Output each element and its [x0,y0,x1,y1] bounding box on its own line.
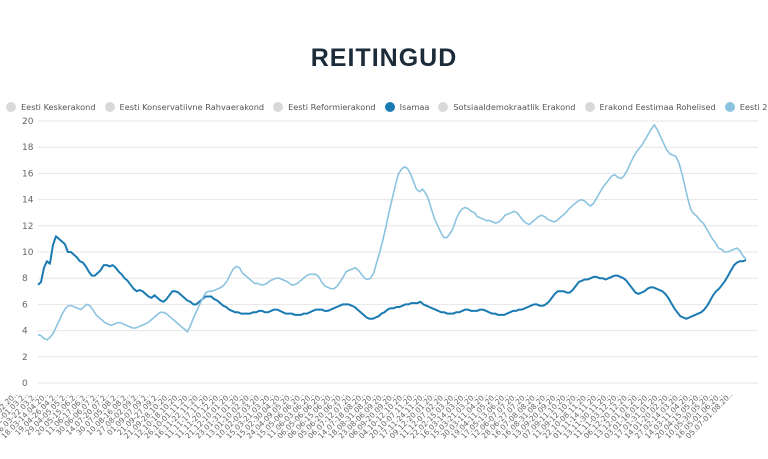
y-tick-label: 4 [22,327,28,337]
legend-marker [6,102,16,112]
legend-item[interactable]: Sotsiaaldemokraatlik Erakond [438,102,576,112]
legend-label: Eesti Konservatiivne Rahvaerakond [119,102,265,112]
legend-label: Isamaa [399,102,430,112]
legend-label: Eesti Keskerakond [21,102,96,112]
legend: Eesti Keskerakond Eesti Konservatiivne Ra… [6,102,768,112]
y-tick-label: 0 [22,379,28,389]
y-tick-label: 6 [22,300,28,310]
y-tick-label: 8 [22,274,28,284]
legend-label: Erakond Eestimaa Rohelised [599,102,716,112]
legend-marker [384,102,395,112]
y-tick-label: 16 [22,169,34,179]
legend-item[interactable]: Erakond Eestimaa Rohelised [584,102,716,112]
chart-title: REITINGUD [310,44,458,72]
legend-item[interactable]: Eesti Reformierakond [273,102,376,112]
legend-label: Eesti Reformierakond [288,102,376,112]
legend-label: Sotsiaaldemokraatlik Erakond [453,102,576,112]
y-tick-label: 12 [22,222,33,232]
y-tick-label: 14 [22,196,34,206]
legend-item[interactable]: Eesti Konservatiivne Rahvaerakond [104,102,265,112]
legend-marker [724,102,735,112]
y-tick-label: 18 [22,143,34,153]
y-tick-label: 10 [22,248,34,258]
y-tick-label: 2 [22,353,28,363]
y-tick-label: 20 [22,117,34,127]
series-line [37,235,747,320]
series-line [37,124,747,341]
legend-item[interactable]: Eesti 200 [724,102,768,112]
legend-marker [104,102,115,112]
legend-marker [584,102,595,112]
legend-item[interactable]: Eesti Keskerakond [6,102,96,112]
legend-marker [273,102,284,112]
legend-label: Eesti 200 [739,102,768,112]
legend-item[interactable]: Isamaa [384,102,430,112]
legend-marker [438,102,449,112]
